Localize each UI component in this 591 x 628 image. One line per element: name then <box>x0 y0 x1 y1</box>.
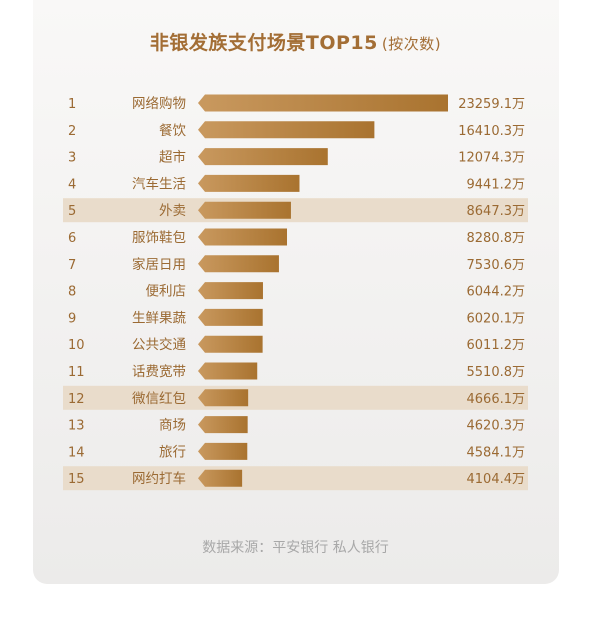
value-label: 4666.1万 <box>467 392 526 407</box>
value-label: 12074.3万 <box>458 151 525 166</box>
category-label: 旅行 <box>159 444 186 460</box>
bar <box>198 148 328 166</box>
bar <box>198 469 243 487</box>
rank-label: 8 <box>68 285 76 300</box>
chart-subtitle: (按次数) <box>381 35 442 53</box>
bar <box>198 335 263 353</box>
category-label: 便利店 <box>146 284 187 300</box>
rank-label: 14 <box>68 445 85 460</box>
rank-label: 13 <box>68 419 85 434</box>
rank-label: 10 <box>68 338 85 353</box>
bar <box>198 442 248 460</box>
value-label: 5510.8万 <box>467 365 526 380</box>
category-label: 微信红包 <box>132 391 186 407</box>
value-label: 6044.2万 <box>467 285 526 300</box>
rank-label: 11 <box>68 365 85 380</box>
value-label: 9441.2万 <box>467 177 526 192</box>
highlight-row-band <box>63 385 528 410</box>
rank-label: 5 <box>68 204 76 219</box>
value-label: 4620.3万 <box>467 419 526 434</box>
bar <box>198 389 249 407</box>
rank-label: 3 <box>68 151 76 166</box>
highlight-row-band <box>63 198 528 223</box>
value-label: 4584.1万 <box>467 445 526 460</box>
chart-title: 非银发族支付场景TOP15 <box>149 32 378 54</box>
value-label: 6020.1万 <box>467 311 526 326</box>
highlight-row-band <box>63 466 528 491</box>
category-label: 服饰鞋包 <box>132 230 186 246</box>
category-label: 外卖 <box>159 203 186 219</box>
rank-label: 2 <box>68 124 76 139</box>
chart-title-block: 非银发族支付场景TOP15 (按次数) <box>0 28 591 55</box>
bar <box>198 416 248 434</box>
rank-label: 9 <box>68 311 76 326</box>
value-label: 8647.3万 <box>467 204 526 219</box>
bar <box>198 174 300 192</box>
value-label: 6011.2万 <box>467 338 526 353</box>
bar <box>198 94 448 112</box>
category-label: 话费宽带 <box>132 363 186 380</box>
bar <box>198 228 288 246</box>
rank-label: 15 <box>68 472 85 487</box>
category-label: 家居日用 <box>132 256 186 273</box>
bar <box>198 121 375 139</box>
bar <box>198 308 263 326</box>
value-label: 4104.4万 <box>467 472 526 487</box>
category-label: 汽车生活 <box>132 175 186 192</box>
category-label: 网约打车 <box>132 470 186 487</box>
bar <box>198 255 279 273</box>
data-source: 数据来源：平安银行 私人银行 <box>202 540 389 556</box>
category-label: 网络购物 <box>132 96 186 112</box>
category-label: 生鲜果蔬 <box>132 310 186 326</box>
value-label: 8280.8万 <box>467 231 526 246</box>
value-label: 16410.3万 <box>458 124 525 139</box>
rank-label: 1 <box>68 97 76 112</box>
category-label: 超市 <box>159 149 186 166</box>
category-label: 餐饮 <box>159 123 186 139</box>
category-label: 公共交通 <box>132 336 186 353</box>
rank-label: 6 <box>68 231 76 246</box>
value-label: 23259.1万 <box>458 97 525 112</box>
value-label: 7530.6万 <box>467 258 526 273</box>
bar <box>198 282 263 300</box>
rank-label: 4 <box>68 177 76 192</box>
category-label: 商场 <box>159 418 186 434</box>
rank-label: 7 <box>68 258 76 273</box>
bar <box>198 362 258 380</box>
bar <box>198 201 291 219</box>
rank-label: 12 <box>68 392 85 407</box>
